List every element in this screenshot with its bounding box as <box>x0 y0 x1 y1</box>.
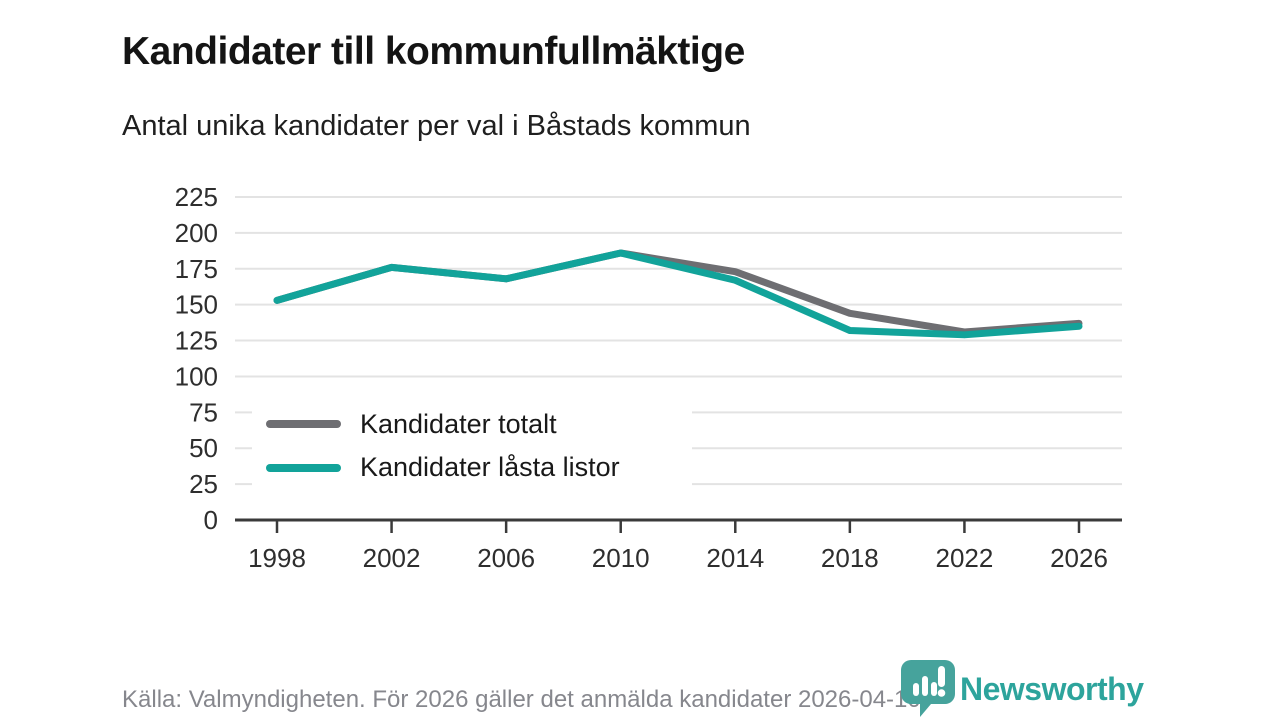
newsworthy-wordmark: Newsworthy <box>960 671 1144 707</box>
x-axis-tick-label: 2026 <box>1050 543 1108 573</box>
y-axis-tick-label: 75 <box>189 397 218 427</box>
y-axis-tick-label: 150 <box>175 290 218 320</box>
source-note: Källa: Valmyndigheten. För 2026 gäller d… <box>122 686 928 713</box>
x-axis-tick-label: 2006 <box>477 543 535 573</box>
y-axis-tick-label: 50 <box>189 433 218 463</box>
y-axis-tick-label: 175 <box>175 254 218 284</box>
chart-legend: Kandidater totalt Kandidater låsta listo… <box>252 396 692 496</box>
legend-swatch-lasta-listor <box>266 463 341 472</box>
newsworthy-logo: Newsworthy <box>900 659 1144 717</box>
x-axis-tick-label: 2010 <box>592 543 650 573</box>
chart-subtitle: Antal unika kandidater per val i Båstads… <box>122 110 751 142</box>
x-axis-tick-label: 1998 <box>248 543 306 573</box>
series-line-1 <box>273 249 1083 339</box>
y-axis-tick-label: 125 <box>175 326 218 356</box>
legend-label-totalt: Kandidater totalt <box>360 408 557 439</box>
y-axis-tick-label: 225 <box>175 182 218 212</box>
x-axis-tick-label: 2018 <box>821 543 879 573</box>
y-axis-tick-label: 100 <box>175 361 218 391</box>
x-axis-tick-label: 2014 <box>706 543 764 573</box>
x-axis-tick-label: 2022 <box>936 543 994 573</box>
newsworthy-logo-icon <box>901 660 955 717</box>
x-axis-tick-label: 2002 <box>363 543 421 573</box>
y-axis-tick-label: 200 <box>175 218 218 248</box>
y-axis-tick-label: 25 <box>189 469 218 499</box>
legend-swatch-totalt <box>266 420 341 429</box>
legend-item-lasta-listor: Kandidater låsta listor <box>266 452 692 483</box>
legend-label-lasta-listor: Kandidater låsta listor <box>360 452 620 483</box>
page-title: Kandidater till kommunfullmäktige <box>122 30 745 74</box>
y-axis-tick-label: 0 <box>204 505 218 535</box>
legend-item-totalt: Kandidater totalt <box>266 409 692 440</box>
